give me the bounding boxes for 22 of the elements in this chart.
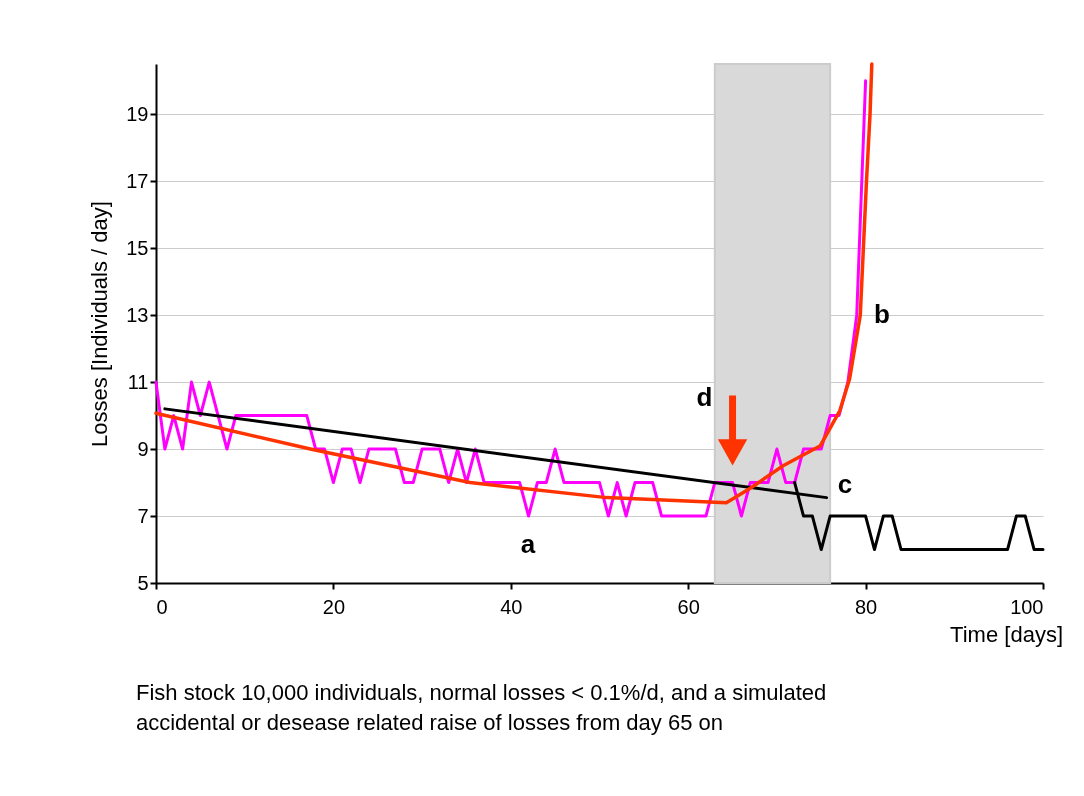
y-tick-label: 17	[126, 169, 149, 192]
y-tick-label: 7	[137, 504, 149, 527]
y-axis-title: Losses [Individuals / day]	[87, 201, 113, 447]
y-tick-label: 15	[126, 236, 149, 259]
annotation: c	[837, 469, 853, 499]
x-tick-label: 100	[1010, 595, 1044, 618]
x-tick-label: 0	[156, 595, 168, 618]
x-tick-label: 60	[677, 595, 700, 618]
text: Fish stock 10,000 individuals, normal losses < 0.1%/d, and a simulated	[136, 680, 827, 705]
y-tick-label: 11	[127, 370, 149, 393]
x-tick-label: 40	[500, 595, 523, 618]
annotation: d	[696, 381, 713, 412]
text: accidental or desease related raise of losses from day 65 on	[136, 710, 723, 735]
x-tick-label: 80	[854, 595, 878, 618]
y-tick-label: 13	[126, 303, 149, 326]
y-tick-label: 19	[126, 102, 149, 125]
y-tick-label: 9	[137, 437, 149, 460]
annotation: b	[874, 299, 890, 329]
annotation: a	[520, 529, 536, 559]
y-tick-label: 5	[137, 571, 149, 594]
x-axis-title: Time [days]	[950, 622, 1063, 647]
x-tick-label: 20	[322, 595, 346, 618]
